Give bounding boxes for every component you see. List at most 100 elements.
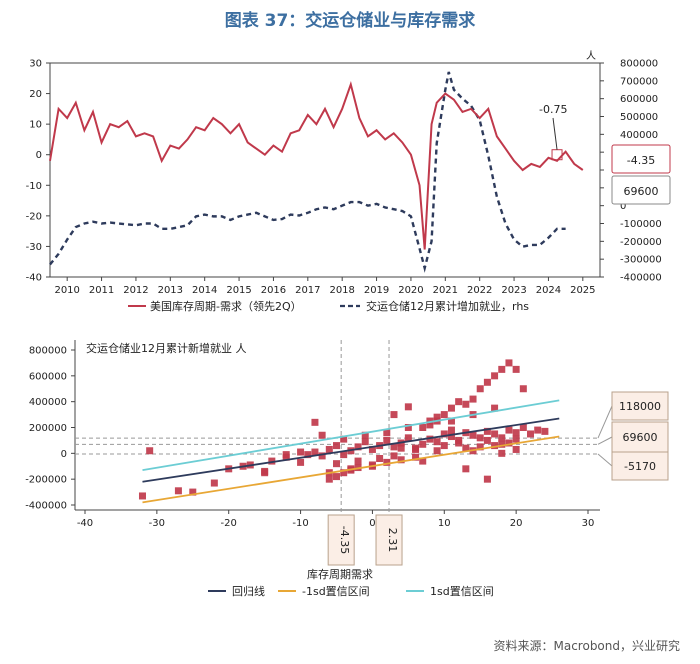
top-x-tick-label: 2013 bbox=[158, 285, 183, 296]
top-right-tick-label: 500000 bbox=[620, 112, 658, 123]
scatter-point bbox=[433, 438, 441, 446]
scatter-point bbox=[297, 458, 305, 466]
bottom-x-tick-label: -20 bbox=[221, 518, 237, 529]
top-left-tick-label: 10 bbox=[29, 120, 42, 131]
scatter-point bbox=[376, 455, 384, 462]
scatter-point bbox=[491, 372, 499, 380]
top-x-tick-label: 2015 bbox=[226, 285, 251, 296]
scatter-point bbox=[447, 417, 455, 425]
scatter-point bbox=[390, 411, 398, 419]
top-x-tick-label: 2019 bbox=[364, 285, 389, 296]
top-x-tick-label: 2011 bbox=[89, 285, 114, 296]
top-right-tick-label: -400000 bbox=[620, 273, 662, 284]
scatter-point bbox=[469, 395, 477, 403]
scatter-point bbox=[476, 385, 484, 393]
scatter-point bbox=[455, 439, 463, 447]
top-x-tick-label: 2021 bbox=[433, 285, 458, 296]
scatter-point bbox=[483, 436, 491, 444]
callout-label-vertical: 2.31 bbox=[386, 528, 399, 553]
scatter-point bbox=[534, 426, 542, 434]
scatter-point bbox=[354, 457, 362, 465]
scatter-point bbox=[390, 452, 398, 460]
bottom-y-tick-label: 200000 bbox=[29, 423, 67, 434]
scatter-point bbox=[483, 427, 491, 435]
scatter-point bbox=[383, 436, 391, 444]
scatter-point bbox=[512, 365, 520, 373]
top-x-tick-label: 2018 bbox=[329, 285, 354, 296]
scatter-point bbox=[419, 424, 427, 431]
scatter-point bbox=[433, 447, 441, 455]
top-left-tick-label: -40 bbox=[26, 273, 42, 284]
scatter-point bbox=[426, 421, 434, 429]
scatter-point bbox=[318, 431, 326, 439]
top-right-tick-label: -200000 bbox=[620, 237, 662, 248]
bottom-x-tick-label: 0 bbox=[369, 518, 375, 529]
scatter-point bbox=[498, 440, 506, 448]
scatter-point bbox=[361, 431, 369, 439]
bottom-x-tick-label: 20 bbox=[510, 518, 523, 529]
scatter-point bbox=[476, 434, 484, 442]
top-left-tick-label: 0 bbox=[36, 150, 42, 161]
top-x-tick-label: 2024 bbox=[536, 285, 561, 296]
scatter-point bbox=[498, 434, 506, 442]
bottom-x-tick-label: -10 bbox=[292, 518, 308, 529]
top-left-tick-label: -10 bbox=[26, 181, 42, 192]
scatter-point bbox=[462, 444, 470, 452]
scatter-point bbox=[440, 430, 448, 438]
scatter-point bbox=[404, 403, 412, 411]
scatter-point bbox=[512, 445, 520, 453]
scatter-point bbox=[505, 439, 513, 447]
bottom-x-axis-label: 库存周期需求 bbox=[307, 567, 373, 581]
top-right-tick-label: 600000 bbox=[620, 94, 658, 105]
scatter-point bbox=[390, 443, 398, 451]
scatter-point bbox=[383, 429, 391, 437]
top-x-tick-label: 2022 bbox=[467, 285, 492, 296]
scatter-point bbox=[505, 359, 513, 367]
scatter-point bbox=[483, 475, 491, 483]
annotation-marker-box bbox=[551, 149, 563, 161]
top-right-tick-label: 0 bbox=[620, 201, 626, 212]
scatter-point bbox=[426, 435, 434, 443]
fit-line bbox=[142, 417, 560, 483]
top-left-tick-label: 30 bbox=[29, 59, 42, 70]
scatter-point bbox=[498, 365, 506, 373]
callout-box-vertical bbox=[375, 514, 403, 566]
scatter-point bbox=[483, 378, 491, 386]
source-note: 资料来源：Macrobond，兴业研究 bbox=[493, 639, 681, 653]
callout-label-vertical: -4.35 bbox=[338, 526, 351, 554]
fit-line bbox=[142, 435, 560, 504]
scatter-point bbox=[383, 458, 391, 466]
top-x-tick-label: 2025 bbox=[570, 285, 595, 296]
scatter-point bbox=[491, 404, 499, 412]
bottom-y-tick-label: 400000 bbox=[29, 397, 67, 408]
bottom-y-tick-label: -200000 bbox=[25, 475, 67, 486]
top-left-tick-label: -20 bbox=[26, 211, 42, 222]
top-right-tick-label: 400000 bbox=[620, 130, 658, 141]
top-right-tick-label: 700000 bbox=[620, 76, 658, 87]
scatter-point bbox=[333, 473, 340, 481]
callout-leader bbox=[597, 436, 613, 445]
scatter-point bbox=[505, 426, 513, 434]
scatter-point bbox=[325, 475, 333, 483]
scatter-point bbox=[404, 424, 412, 431]
annotation-label-right: 69600 bbox=[624, 185, 659, 198]
scatter-point bbox=[297, 448, 305, 456]
scatter-point bbox=[447, 426, 455, 434]
scatter-point bbox=[397, 444, 405, 452]
annotation-label-left: -4.35 bbox=[627, 154, 655, 167]
legend-label-employment: 交运仓储12月累计增加就业，rhs bbox=[366, 299, 529, 313]
top-x-tick-label: 2014 bbox=[192, 285, 217, 296]
scatter-point bbox=[282, 451, 290, 459]
callout-label-horizontal: -5170 bbox=[624, 460, 656, 473]
scatter-point bbox=[174, 487, 182, 495]
top-right-unit: 人 bbox=[586, 50, 596, 62]
bottom-x-tick-label: 30 bbox=[582, 518, 595, 529]
employment-series-line bbox=[49, 71, 566, 273]
top-x-tick-label: 2020 bbox=[398, 285, 423, 296]
scatter-point bbox=[138, 492, 146, 500]
scatter-point bbox=[440, 442, 448, 450]
scatter-point bbox=[189, 488, 197, 496]
bottom-y-tick-label: 0 bbox=[61, 449, 67, 460]
top-x-tick-label: 2016 bbox=[261, 285, 286, 296]
bottom-y-tick-label: 600000 bbox=[29, 371, 67, 382]
